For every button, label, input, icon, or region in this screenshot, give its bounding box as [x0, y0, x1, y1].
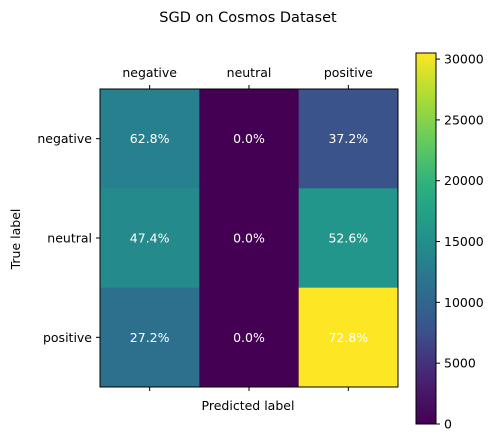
cell-value-label: 47.4% — [130, 231, 170, 246]
x-axis-label: Predicted label — [202, 398, 295, 413]
heatmap-cell — [298, 188, 399, 289]
colorbar: 0 5000 10000 15000 20000 25000 30000 — [415, 52, 484, 432]
heatmap-cell — [199, 89, 300, 189]
cell-value-label: 0.0% — [233, 231, 265, 246]
colorbar-tick-label: 20000 — [444, 173, 484, 188]
heatmap-cell — [298, 287, 399, 388]
colorbar-gradient — [415, 52, 437, 425]
cell-value-label: 52.6% — [328, 231, 368, 246]
heatmap-cell — [100, 89, 200, 189]
colorbar-tick-label: 0 — [444, 417, 452, 432]
heatmap-cell — [100, 287, 200, 388]
y-tick-label: negative — [37, 131, 92, 146]
x-tick-label: positive — [324, 65, 373, 80]
chart-title: SGD on Cosmos Dataset — [159, 10, 337, 26]
cell-value-label: 27.2% — [130, 330, 170, 345]
cell-value-label: 37.2% — [328, 131, 368, 146]
heatmap-cell — [199, 188, 300, 289]
y-axis-label: True label — [8, 209, 23, 271]
colorbar-tick-label: 30000 — [444, 52, 484, 67]
cell-value-label: 62.8% — [130, 131, 170, 146]
x-tick-label: neutral — [227, 65, 272, 80]
cell-value-label: 0.0% — [233, 131, 265, 146]
colorbar-tick-label: 10000 — [444, 295, 484, 310]
cell-value-label: 0.0% — [233, 330, 265, 345]
heatmap-cell — [199, 287, 300, 388]
heatmap-cell — [100, 188, 200, 289]
y-tick-label: positive — [43, 330, 92, 345]
colorbar-tick-label: 5000 — [444, 356, 476, 371]
colorbar-tick-label: 25000 — [444, 112, 484, 127]
x-tick-label: negative — [122, 65, 177, 80]
matrix-area: 62.8% 0.0% 37.2% 47.4% 0.0% 52.6% 27.2% 0.0% 72.… — [37, 65, 399, 391]
heatmap-cell — [298, 89, 399, 189]
cell-value-label: 72.8% — [328, 330, 368, 345]
y-tick-label: neutral — [47, 231, 92, 246]
colorbar-tick-label: 15000 — [444, 234, 484, 249]
